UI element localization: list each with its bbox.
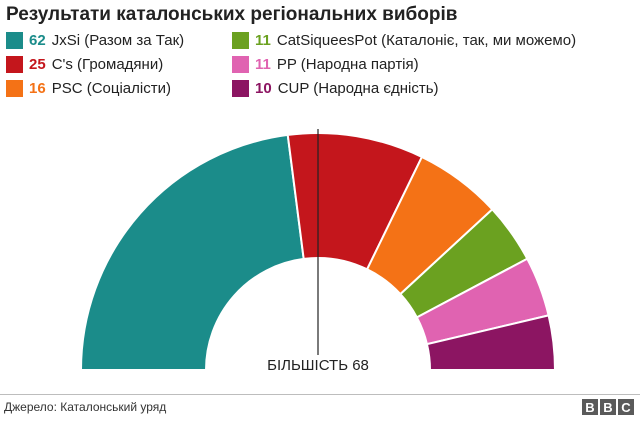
legend-item: 16 PSC (Соціалісти) xyxy=(6,77,171,99)
legend-value: 25 xyxy=(29,55,46,73)
legend-swatch xyxy=(6,55,23,73)
bbc-logo-letter: B xyxy=(582,399,598,415)
legend-item: 25 C's (Громадяни) xyxy=(6,53,163,75)
legend-item: 11 CatSiqueesPot (Каталоніє, так, ми може… xyxy=(232,29,576,51)
legend-value: 11 xyxy=(255,55,271,73)
legend-value: 16 xyxy=(29,79,46,97)
legend-swatch xyxy=(6,79,23,97)
seat-segment xyxy=(79,133,305,371)
majority-label: БІЛЬШІСТЬ 68 xyxy=(267,357,369,374)
chart-title: Результати каталонських регіональних виб… xyxy=(6,4,458,25)
legend-label: CatSiqueesPot (Каталоніє, так, ми можемо… xyxy=(276,31,577,49)
legend-value: 62 xyxy=(29,31,46,49)
parliament-chart: БІЛЬШІСТЬ 68 xyxy=(79,129,557,374)
legend-item: 11 PP (Народна партія) xyxy=(232,53,419,75)
footer-divider xyxy=(0,394,640,395)
legend-swatch xyxy=(232,55,249,73)
legend-label: PP (Народна партія) xyxy=(276,55,419,73)
legend-label: C's (Громадяни) xyxy=(51,55,164,73)
seat-segment xyxy=(425,314,557,371)
legend-item: 62 JxSi (Разом за Так) xyxy=(6,29,184,51)
legend-label: JxSi (Разом за Так) xyxy=(51,31,185,49)
bbc-logo-letter: B xyxy=(600,399,616,415)
legend-swatch xyxy=(6,31,23,49)
legend-item: 10 CUP (Народна єдність) xyxy=(232,77,439,99)
legend-swatch xyxy=(232,31,249,49)
source-note: Джерело: Каталонський уряд xyxy=(4,400,167,414)
legend-swatch xyxy=(232,79,249,97)
legend: 62 JxSi (Разом за Так) 25 C's (Громадяни) 16… xyxy=(0,0,640,110)
bbc-logo: B B C xyxy=(582,399,634,415)
bbc-logo-letter: C xyxy=(618,399,634,415)
legend-label: CUP (Народна єдність) xyxy=(277,79,439,97)
legend-value: 11 xyxy=(255,31,271,49)
legend-value: 10 xyxy=(255,79,272,97)
legend-label: PSC (Соціалісти) xyxy=(51,79,171,97)
